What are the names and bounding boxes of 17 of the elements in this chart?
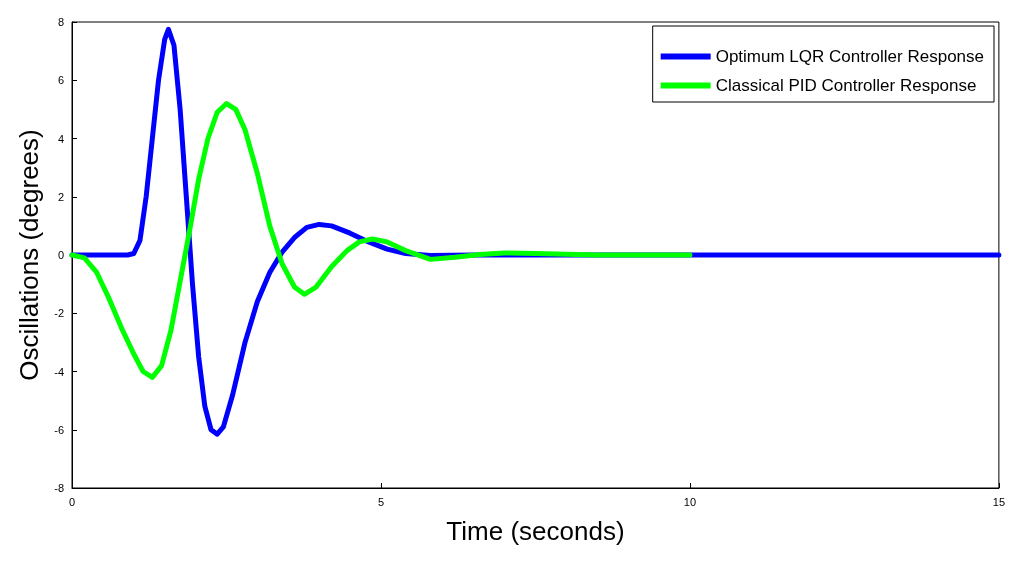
x-axis-title: Time (seconds): [446, 516, 625, 546]
y-tick-label: -4: [54, 365, 64, 378]
y-tick-label: -8: [54, 482, 64, 494]
y-tick-label: -2: [54, 307, 64, 320]
x-tick-label: 15: [992, 495, 1006, 508]
y-tick-label: 8: [57, 16, 64, 28]
legend-label: Classical PID Controller Response: [715, 76, 977, 95]
x-tick-label: 10: [683, 495, 697, 508]
legend-label: Optimum LQR Controller Response: [715, 47, 985, 66]
y-tick-label: -6: [54, 423, 64, 436]
y-tick-label: 2: [57, 190, 64, 203]
y-tick-label: 0: [57, 249, 64, 261]
y-tick-label: 4: [57, 132, 64, 145]
x-tick-label: 5: [377, 495, 385, 508]
y-axis-title: Oscillations (degrees): [14, 129, 44, 381]
x-tick-label: 0: [68, 495, 76, 508]
y-tick-label: 6: [57, 74, 64, 87]
